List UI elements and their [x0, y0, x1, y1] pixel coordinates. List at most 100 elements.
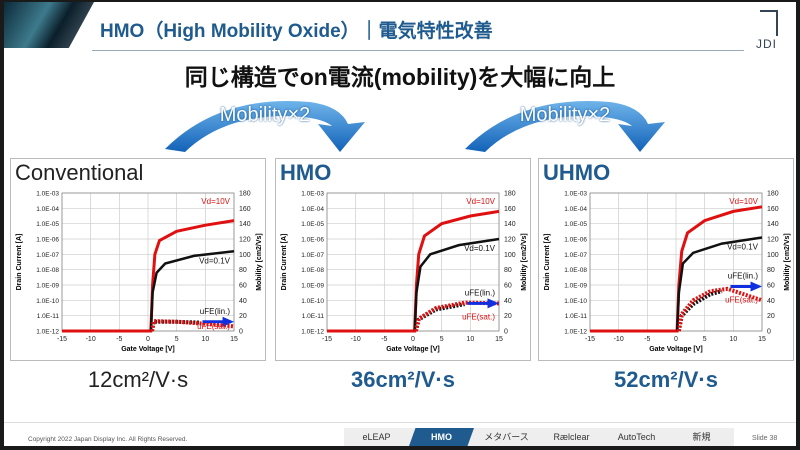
- copyright: Copyright 2022 Japan Display Inc. All Ri…: [28, 436, 188, 443]
- label-ufe-sat: uFE(sat.): [725, 296, 758, 305]
- mobility-arrow-icon: [467, 298, 499, 309]
- mobility-value-uhmo: 52cm²/V·s: [614, 367, 718, 392]
- mobility-value-hmo: 36cm²/V·s: [351, 367, 455, 392]
- y-tick-label: 1.0E-04: [36, 206, 59, 213]
- y2-tick-label: 40: [504, 298, 512, 305]
- y-tick-label: 1.0E-08: [564, 267, 587, 274]
- y2-tick-label: 180: [504, 191, 516, 198]
- x-tick-label: -10: [86, 336, 96, 343]
- y-tick-label: 1.0E-12: [564, 329, 587, 336]
- x-tick-label: -5: [116, 336, 122, 343]
- y-tick-label: 1.0E-10: [36, 298, 59, 305]
- y2-tick-label: 180: [239, 191, 251, 198]
- y-tick-label: 1.0E-12: [301, 329, 324, 336]
- y2-tick-label: 160: [767, 206, 779, 213]
- y-axis-label: Drain Current [A]: [281, 234, 288, 291]
- logo-text: JDI: [756, 37, 777, 51]
- y-axis-label: Drain Current [A]: [16, 234, 23, 291]
- x-tick-label: 10: [729, 336, 737, 343]
- x-tick-label: 0: [146, 336, 150, 343]
- footer: Copyright 2022 Japan Display Inc. All Ri…: [4, 422, 796, 446]
- x-tick-label: -10: [614, 336, 624, 343]
- label-vd01: Vd=0.1V: [727, 242, 759, 251]
- y-tick-label: 1.0E-11: [565, 313, 588, 320]
- section-tabs: eLEAP HMO メタバース Rælclear AutoTech 新規: [344, 428, 734, 446]
- y-tick-label: 1.0E-03: [564, 191, 587, 198]
- y-tick-label: 1.0E-03: [301, 191, 324, 198]
- x-tick-label: 10: [201, 336, 209, 343]
- y2-tick-label: 80: [239, 267, 247, 274]
- curved-arrow-icon: [465, 100, 665, 152]
- chart-title: UHMO: [543, 160, 611, 185]
- label-ufe-lin: uFE(lin.): [728, 272, 759, 281]
- y2-axis-label: Mobility [cm2/Vs]: [256, 233, 263, 291]
- y2-tick-label: 180: [767, 191, 779, 198]
- label-ufe-sat: uFE(sat.): [462, 312, 495, 321]
- label-ufe-lin: uFE(lin.): [200, 307, 231, 316]
- x-tick-label: -15: [585, 336, 595, 343]
- y2-tick-label: 100: [239, 252, 251, 259]
- y2-tick-label: 120: [504, 237, 516, 244]
- y2-tick-label: 120: [239, 237, 251, 244]
- y-tick-label: 1.0E-05: [564, 221, 587, 228]
- tab-eleap[interactable]: eLEAP: [362, 432, 391, 442]
- y2-tick-label: 0: [504, 329, 508, 336]
- y2-axis-label: Mobility [cm2/Vs]: [521, 233, 528, 291]
- mobility-arrow-1: Mobility×2: [160, 94, 370, 154]
- label-vd10: Vd=10V: [729, 197, 758, 206]
- mobility-arrow-icon: [202, 316, 234, 327]
- y-tick-label: 1.0E-07: [36, 252, 59, 259]
- y2-tick-label: 20: [504, 313, 512, 320]
- x-tick-label: -5: [644, 336, 650, 343]
- x-tick-label: -10: [351, 336, 361, 343]
- y-tick-label: 1.0E-07: [564, 252, 587, 259]
- tab-new[interactable]: 新規: [692, 432, 711, 442]
- y2-axis-label: Mobility [cm2/Vs]: [784, 233, 791, 291]
- y2-tick-label: 140: [504, 221, 516, 228]
- y-tick-label: 1.0E-09: [564, 283, 587, 290]
- x-tick-label: 0: [411, 336, 415, 343]
- y2-tick-label: 80: [767, 267, 775, 274]
- y-tick-label: 1.0E-12: [36, 329, 59, 336]
- x-axis-label: Gate Voltage [V]: [121, 346, 175, 353]
- slide: HMO（High Mobility Oxide）｜電気特性改善 JDI 同じ構造…: [4, 2, 796, 446]
- mobility-value-conventional: 12cm²/V·s: [87, 367, 189, 392]
- x-tick-label: 0: [674, 336, 678, 343]
- x-tick-label: 5: [175, 336, 179, 343]
- header-divider: [92, 50, 744, 51]
- y2-tick-label: 0: [239, 329, 243, 336]
- tab-hmo[interactable]: HMO: [409, 428, 474, 446]
- x-tick-label: 15: [495, 336, 503, 343]
- y2-tick-label: 40: [767, 298, 775, 305]
- y2-tick-label: 60: [504, 283, 512, 290]
- y2-tick-label: 60: [767, 283, 775, 290]
- y2-tick-label: 120: [767, 237, 779, 244]
- label-vd10: Vd=10V: [466, 197, 495, 206]
- chart-uhmo: -15 -10 -5 0 5 10 15 1.0E-12 1.0E-11 1.0E-10 1.0E-…: [538, 158, 794, 361]
- jdi-logo: JDI: [756, 10, 782, 52]
- y2-tick-label: 140: [767, 221, 779, 228]
- y-axis-label: Drain Current [A]: [544, 234, 551, 291]
- y2-tick-label: 100: [504, 252, 516, 259]
- x-tick-label: 5: [703, 336, 707, 343]
- mobility-arrow-2: Mobility×2: [460, 94, 670, 154]
- y2-tick-label: 0: [767, 329, 771, 336]
- y2-tick-label: 160: [239, 206, 251, 213]
- y-tick-label: 1.0E-06: [564, 237, 587, 244]
- series-ufelin: [676, 289, 723, 332]
- chart-title: HMO: [280, 160, 332, 185]
- tab-raelclear[interactable]: Rælclear: [553, 432, 590, 442]
- x-tick-label: 15: [230, 336, 238, 343]
- y-tick-label: 1.0E-08: [301, 267, 324, 274]
- label-vd10: Vd=10V: [201, 197, 230, 206]
- curved-arrow-icon: [165, 100, 365, 152]
- series-vd01v: [149, 250, 235, 332]
- tab-metaverse[interactable]: メタバース: [484, 432, 529, 442]
- y-tick-label: 1.0E-07: [301, 252, 324, 259]
- y2-tick-label: 60: [239, 283, 247, 290]
- tab-autotech[interactable]: AutoTech: [617, 432, 656, 442]
- x-tick-label: 15: [758, 336, 766, 343]
- y2-tick-label: 20: [767, 313, 775, 320]
- y-tick-label: 1.0E-09: [36, 283, 59, 290]
- series-vd01v: [413, 237, 500, 332]
